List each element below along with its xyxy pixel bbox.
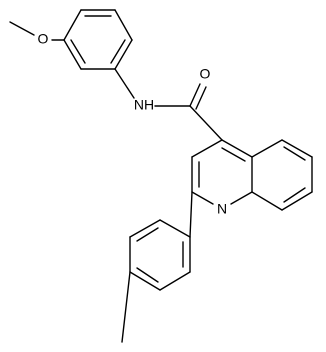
- bond: [195, 86, 207, 110]
- bond: [136, 227, 159, 242]
- atom-label: O: [200, 66, 211, 82]
- bond: [114, 9, 133, 41]
- atom-label: O: [38, 31, 49, 47]
- bond: [114, 68, 135, 99]
- bond: [159, 271, 191, 291]
- bond: [70, 39, 86, 64]
- bond: [221, 147, 246, 162]
- atom-label: N: [217, 201, 227, 217]
- bond: [251, 191, 283, 211]
- bond: [230, 191, 253, 205]
- bond: [129, 219, 161, 238]
- bond: [114, 39, 133, 70]
- bond: [121, 271, 131, 343]
- bond: [63, 39, 82, 70]
- bond: [281, 139, 313, 158]
- bonds: [9, 9, 313, 343]
- bond: [63, 9, 82, 41]
- bond: [159, 219, 191, 238]
- bond: [110, 39, 126, 64]
- bond: [283, 187, 306, 203]
- bond: [281, 191, 313, 211]
- bond: [189, 83, 201, 107]
- bond: [189, 191, 193, 238]
- bond: [9, 21, 35, 36]
- bond: [221, 139, 253, 158]
- bond: [129, 271, 161, 291]
- bond: [251, 139, 283, 158]
- bond: [283, 146, 306, 161]
- bond: [136, 267, 159, 283]
- bond: [191, 191, 214, 205]
- bond: [189, 105, 223, 141]
- atom-label: NH: [134, 97, 154, 113]
- bond: [191, 139, 223, 158]
